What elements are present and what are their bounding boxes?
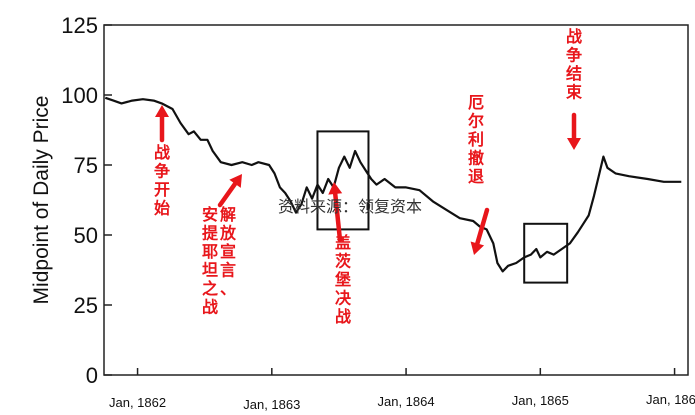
y-tick-label: 25	[74, 293, 98, 318]
annotation-arrowhead	[567, 138, 581, 150]
x-tick-label: Jan, 1864	[378, 394, 435, 409]
x-tick-label: Jan, 1865	[512, 393, 569, 408]
highlight-box	[316, 130, 370, 231]
highlight-box	[523, 222, 569, 284]
x-tick-label: Jan, 1863	[243, 397, 300, 412]
annotation-war-start: 战争开始	[154, 143, 170, 218]
annotation-arrow-shaft	[332, 191, 343, 243]
y-tick-label: 50	[74, 223, 98, 248]
annotation-arrowhead	[229, 174, 242, 188]
y-axis-title: Midpoint of Daily Price	[30, 96, 53, 305]
x-tick-label: Jan, 1866	[646, 392, 695, 407]
plot-frame	[103, 24, 689, 376]
y-tick-label: 125	[61, 13, 98, 38]
y-tick-label: 0	[86, 363, 98, 388]
annotation-lee-retreat: 厄尔利撤退	[468, 93, 484, 186]
price-line	[104, 96, 682, 273]
annotation-arrowhead	[470, 241, 485, 255]
source-note: 资料来源：领复资本	[278, 197, 422, 216]
annotation-arrowhead	[328, 182, 343, 195]
x-tick-label: Jan, 1862	[109, 395, 166, 410]
annotation-arrow-shaft	[475, 207, 490, 246]
annotation-war-end: 战争结束	[565, 27, 583, 102]
annotation-emancipation: 解放宣言、安提耶坦之战	[202, 205, 237, 317]
annotation-gettysburg: 盖茨堡决战	[335, 233, 352, 326]
y-tick-label: 75	[74, 153, 98, 178]
annotation-arrowhead	[155, 105, 169, 117]
y-tick-label: 100	[61, 83, 98, 108]
annotation-arrow-shaft	[217, 181, 238, 208]
